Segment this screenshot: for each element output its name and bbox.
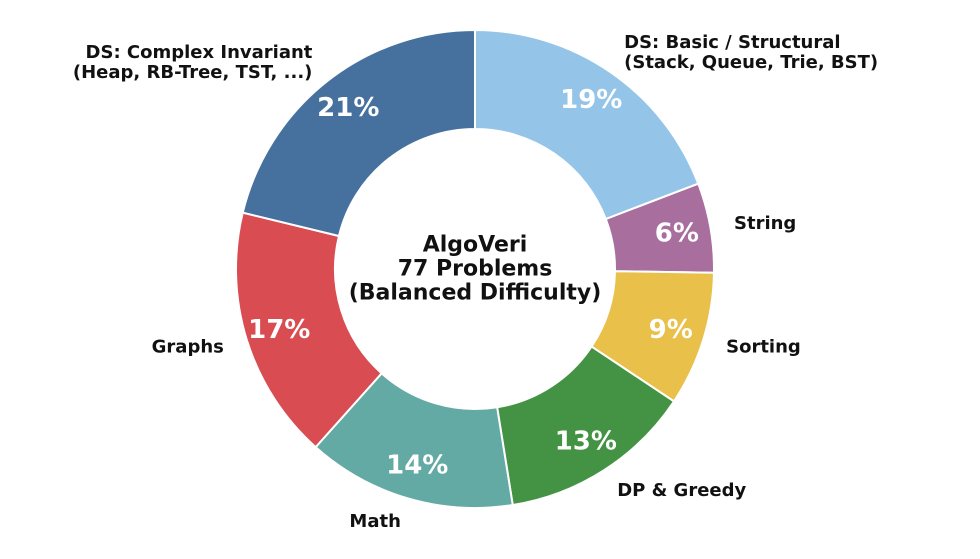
slice-category-label-line: Math: [349, 511, 400, 532]
slice-percentage-label: 13%: [555, 426, 617, 456]
chart-center-title-line: (Balanced Difficulty): [349, 281, 602, 306]
pie-labels: 19%DS: Basic / Structural (Stack, Queue, …: [73, 32, 878, 532]
pie-slice: [235, 211, 383, 449]
slice-category-label-line: Sorting: [726, 337, 801, 358]
slice-percentage-label: 9%: [649, 315, 693, 345]
slice-category-label: Math: [349, 511, 400, 532]
slice-category-label: DS: Basic / Structural (Stack, Queue, Tri…: [624, 32, 878, 73]
slice-category-label: Graphs: [152, 337, 224, 358]
slice-category-label-line: Graphs: [152, 337, 224, 358]
slice-category-label-line: (Heap, RB-Tree, TST, ...): [73, 62, 313, 83]
slice-category-label: String: [734, 213, 796, 234]
slice-percentage-label: 17%: [248, 315, 310, 345]
slice-category-label: DS: Complex Invariant (Heap, RB-Tree, TST…: [73, 42, 313, 83]
chart-center-title-line: AlgoVeri: [423, 233, 528, 258]
slice-category-label-line: DP & Greedy: [617, 480, 746, 501]
pie-slice: [474, 29, 700, 221]
slice-category-label-line: String: [734, 213, 796, 234]
slice-category-label-line: DS: Complex Invariant: [86, 42, 313, 63]
slice-percentage-label: 19%: [560, 85, 622, 115]
pie-slice: [241, 29, 476, 237]
slice-percentage-label: 6%: [655, 218, 699, 248]
chart-center-title: AlgoVeri 77 Problems (Balanced Difficulty): [349, 233, 602, 306]
slice-category-label: DP & Greedy: [617, 480, 746, 501]
slice-percentage-label: 21%: [317, 93, 379, 123]
slice-percentage-label: 14%: [386, 451, 448, 481]
pie-slices: [235, 29, 715, 510]
chart-center-title-line: 77 Problems: [398, 257, 553, 282]
slice-category-label-line: DS: Basic / Structural: [624, 32, 840, 53]
slice-category-label-line: (Stack, Queue, Trie, BST): [624, 52, 878, 73]
slice-category-label: Sorting: [726, 337, 801, 358]
